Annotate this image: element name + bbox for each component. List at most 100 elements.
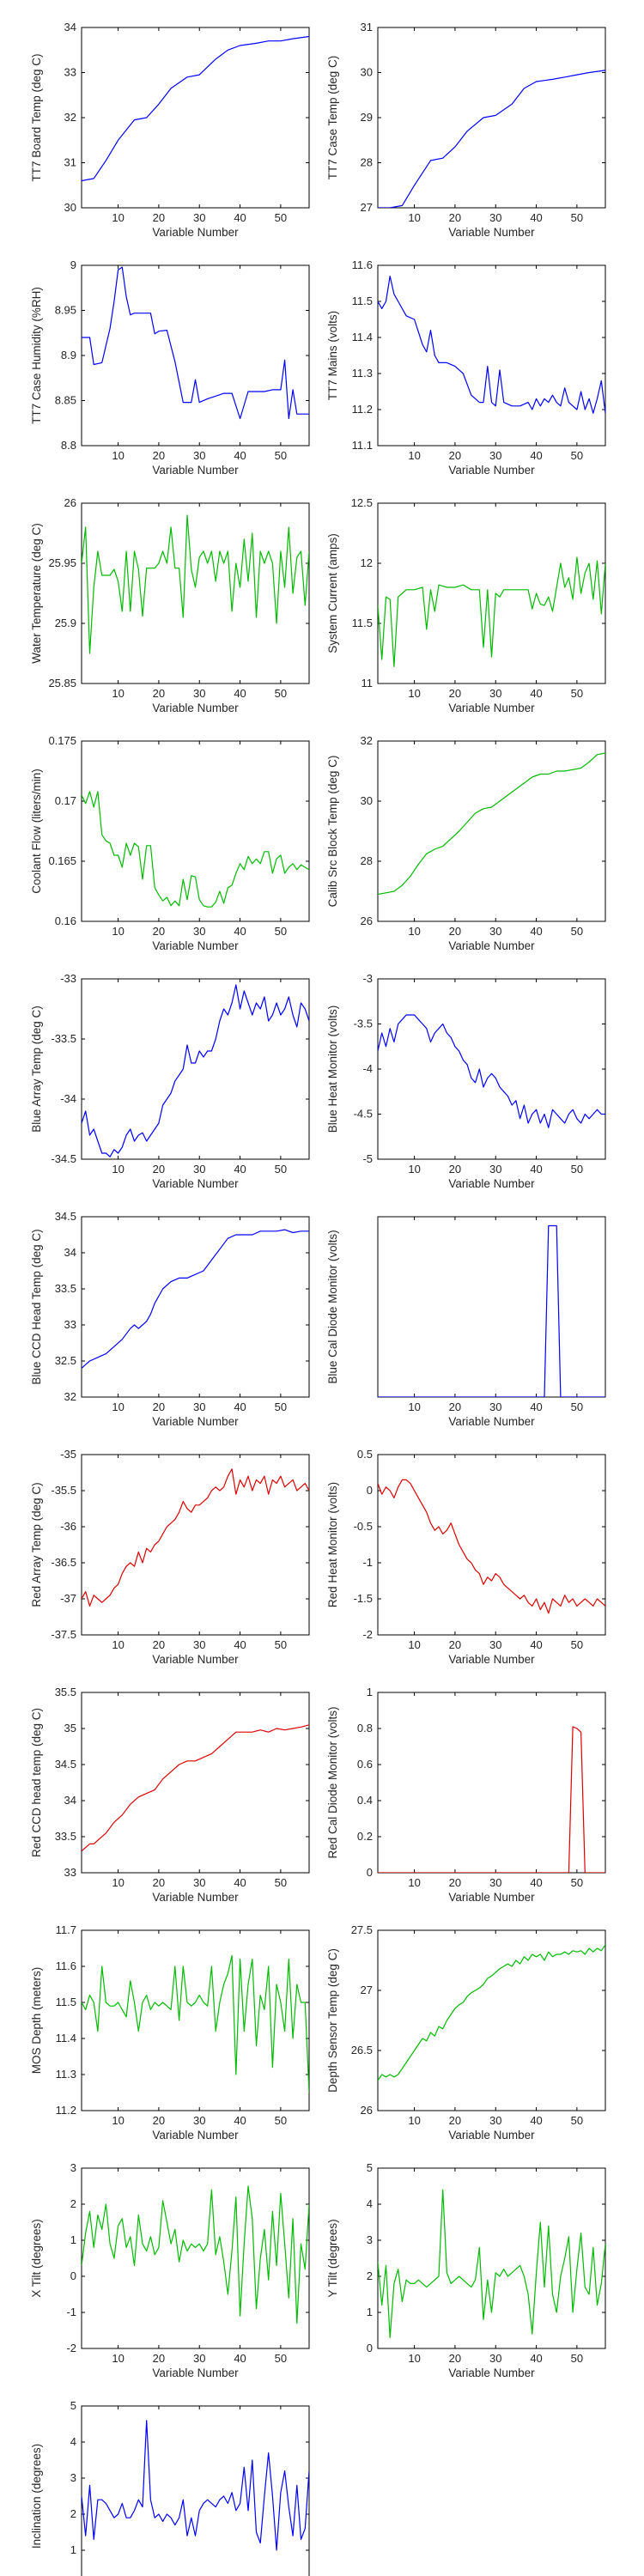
- x-tick-label: 30: [193, 687, 205, 700]
- x-tick-label: 20: [153, 1163, 165, 1176]
- y-tick-label: -1.5: [354, 1592, 373, 1605]
- x-axis-label: Variable Number: [152, 2129, 239, 2142]
- subplot-16: 10 20 30 40 50 0 0.2 0.4 0.6 0.8 1 Variable Number R…: [326, 1686, 606, 1904]
- axes-frame: [377, 1929, 606, 2111]
- x-tick-label: 40: [234, 1163, 246, 1176]
- y-tick-label: 11.7: [56, 1923, 76, 1936]
- axes-frame: [377, 2167, 606, 2349]
- y-tick-label: 1: [367, 2306, 373, 2318]
- x-tick-label: 50: [571, 687, 583, 700]
- y-tick-label: -1: [362, 1556, 373, 1569]
- x-axis-label: Variable Number: [152, 702, 239, 714]
- y-tick-label: 33.5: [55, 1282, 76, 1295]
- subplot-7: 10 20 30 40 50 0.16 0.165 0.17 0.175 Variable Num…: [30, 734, 310, 952]
- x-tick-label: 30: [193, 2114, 205, 2127]
- y-axis-label: Water Temperature (deg C): [30, 523, 43, 664]
- y-tick-label: 25.9: [55, 617, 76, 629]
- series-line: [378, 1014, 605, 1128]
- y-axis-label: Red CCD head temp (deg C): [30, 1708, 43, 1857]
- y-tick-label: 4: [70, 2435, 76, 2448]
- y-axis-label: MOS Depth (meters): [30, 1967, 43, 2075]
- series-line: [82, 266, 309, 420]
- subplot-13: 10 20 30 40 50 -37.5 -37 -36.5 -36 -35.5 -35 Variab…: [30, 1448, 310, 1666]
- y-tick-label: 26: [361, 914, 373, 927]
- x-tick-label: 40: [234, 2114, 246, 2127]
- y-tick-label: 0: [367, 1484, 373, 1497]
- x-tick-label: 10: [408, 2352, 420, 2365]
- x-axis-label: Variable Number: [152, 1891, 239, 1904]
- subplot-14: 10 20 30 40 50 -2 -1.5 -1 -0.5 0 0.5 Variable Numbe…: [326, 1448, 606, 1666]
- y-axis-label: TT7 Board Temp (deg C): [30, 53, 43, 181]
- series-line: [378, 1224, 605, 1397]
- y-tick-label: 28: [361, 854, 373, 867]
- y-axis-label: Red Heat Monitor (volts): [326, 1482, 339, 1607]
- axes-frame: [377, 740, 606, 922]
- y-tick-label: 8.9: [61, 349, 76, 361]
- y-tick-label: 2: [70, 2507, 76, 2520]
- x-tick-label: 30: [193, 449, 205, 462]
- axes-frame: [81, 1692, 310, 1874]
- x-tick-label: 20: [449, 211, 461, 224]
- x-tick-label: 10: [112, 2352, 124, 2365]
- series-line: [378, 70, 605, 208]
- y-axis-label: X Tilt (degrees): [30, 2219, 43, 2298]
- y-tick-label: 0.2: [357, 1830, 373, 1843]
- y-tick-label: 29: [361, 111, 373, 124]
- x-tick-label: 10: [408, 449, 420, 462]
- x-tick-label: 30: [489, 1638, 501, 1651]
- subplot-12: 10 20 30 40 50 Variable Number Blue Cal Diode …: [326, 1216, 606, 1428]
- axes-frame: [81, 2405, 310, 2576]
- x-tick-label: 30: [193, 1876, 205, 1889]
- y-tick-label: -33: [60, 972, 76, 985]
- x-tick-label: 50: [275, 1400, 287, 1413]
- subplot-3: 10 20 30 40 50 8.8 8.85 8.9 8.95 9 Variable Number…: [30, 258, 310, 477]
- x-tick-label: 50: [275, 925, 287, 938]
- x-tick-label: 40: [234, 2352, 246, 2365]
- series-line: [82, 1954, 309, 2093]
- series-line: [82, 35, 309, 182]
- y-tick-label: -4.5: [354, 1108, 373, 1121]
- x-tick-label: 30: [489, 2352, 501, 2365]
- y-tick-label: -37: [60, 1592, 76, 1605]
- x-tick-label: 10: [112, 211, 124, 224]
- x-tick-label: 20: [153, 687, 165, 700]
- subplot-1: 10 20 30 40 50 30 31 32 33 34 Variable Number TT7 B…: [30, 21, 310, 239]
- y-tick-label: 0: [367, 1866, 373, 1879]
- y-tick-label: 3: [70, 2161, 76, 2174]
- y-tick-label: 0.165: [48, 854, 76, 867]
- y-axis-label: Calib Src Block Temp (deg C): [326, 756, 339, 908]
- series-line: [82, 514, 309, 654]
- x-tick-label: 10: [408, 925, 420, 938]
- x-axis-label: Variable Number: [152, 2366, 239, 2379]
- series-line: [378, 1479, 605, 1614]
- series-line: [82, 791, 309, 908]
- y-tick-label: 34.5: [55, 1758, 76, 1771]
- y-tick-label: 26: [361, 2104, 373, 2117]
- x-tick-label: 30: [193, 1163, 205, 1176]
- x-axis-label: Variable Number: [448, 1177, 535, 1190]
- x-tick-label: 50: [275, 449, 287, 462]
- subplot-9: 10 20 30 40 50 -34.5 -34 -33.5 -33 Variable Numbe…: [30, 972, 310, 1190]
- x-tick-label: 20: [449, 1163, 461, 1176]
- x-tick-label: 30: [489, 687, 501, 700]
- x-tick-label: 40: [530, 211, 542, 224]
- x-axis-label: Variable Number: [448, 1653, 535, 1666]
- y-tick-label: 12.5: [351, 496, 373, 509]
- y-tick-label: 33: [64, 1318, 76, 1331]
- y-axis-label: Blue Heat Monitor (volts): [326, 1005, 339, 1133]
- y-tick-label: 32: [64, 111, 76, 124]
- y-tick-label: 0.175: [48, 734, 76, 747]
- x-tick-label: 20: [449, 2114, 461, 2127]
- y-tick-label: -2: [66, 2342, 76, 2354]
- axes-frame: [81, 978, 310, 1160]
- axes-frame: [377, 264, 606, 447]
- series-line: [378, 1944, 605, 2081]
- x-tick-label: 20: [449, 925, 461, 938]
- x-tick-label: 10: [112, 1400, 124, 1413]
- x-tick-label: 10: [408, 1638, 420, 1651]
- y-tick-label: 25.85: [48, 677, 76, 690]
- y-tick-label: -34: [60, 1092, 76, 1105]
- x-tick-label: 50: [275, 211, 287, 224]
- y-tick-label: 11.5: [352, 295, 373, 307]
- x-tick-label: 30: [489, 2114, 501, 2127]
